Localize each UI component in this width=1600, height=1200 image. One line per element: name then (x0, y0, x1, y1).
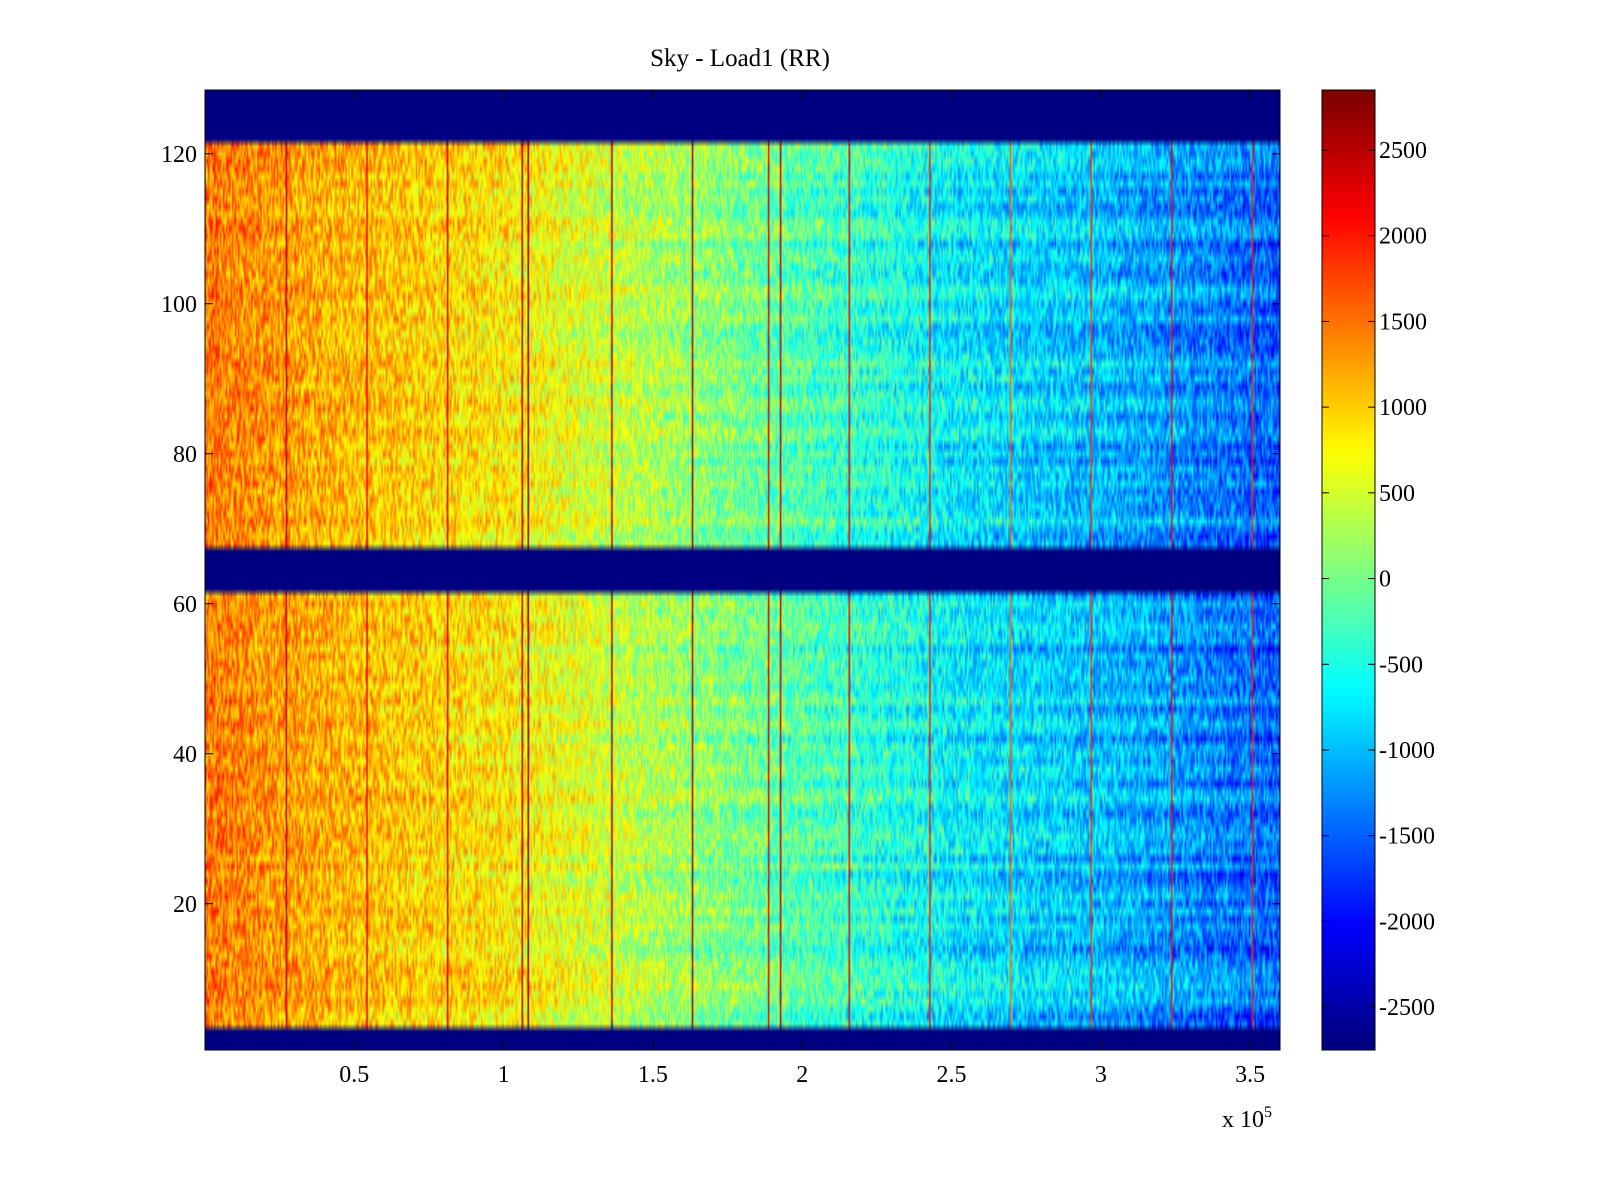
colorbar-tick-label: -500 (1379, 652, 1423, 678)
y-tick-label: 120 (161, 142, 197, 168)
colorbar-tick-label: -2500 (1379, 995, 1435, 1021)
y-tick-label: 40 (173, 742, 197, 768)
x-tick-label: 0.5 (339, 1062, 369, 1088)
colorbar-tick-label: 1500 (1379, 309, 1427, 335)
x-axis-multiplier-base: x 10 (1222, 1107, 1264, 1133)
x-tick-label: 2 (796, 1062, 808, 1088)
x-tick-label: 3 (1095, 1062, 1107, 1088)
x-axis: 0.5 1 1.5 2 2.5 3 3.5 (339, 90, 1265, 1088)
colorbar-tick-label: -1000 (1379, 738, 1435, 764)
colorbar-ticks: 2500 2000 1500 1000 500 0 -500 -1000 -1500 -2000 -… (1322, 138, 1435, 1021)
colorbar-tick-label: 500 (1379, 481, 1415, 507)
x-tick-label: 1.5 (638, 1062, 668, 1088)
colorbar-tick-label: 2500 (1379, 138, 1427, 164)
plot-frame (204, 89, 1281, 1051)
y-axis: 20 40 60 80 100 120 (161, 142, 1280, 918)
x-tick-label: 3.5 (1235, 1062, 1265, 1088)
x-tick-label: 1 (498, 1062, 510, 1088)
colorbar-frame (1321, 89, 1376, 1051)
y-tick-label: 80 (173, 442, 197, 468)
colorbar-gradient (1322, 90, 1375, 1050)
colorbar-tick-label: -2000 (1379, 909, 1435, 935)
colorbar: 2500 2000 1500 1000 500 0 -500 -1000 -1500 -2000 -… (1321, 89, 1435, 1051)
x-axis-multiplier: x 105 (1222, 1104, 1272, 1133)
heatmap-plot-area (204, 89, 1281, 1051)
colorbar-tick-label: 1000 (1379, 395, 1427, 421)
y-tick-label: 60 (173, 592, 197, 618)
heatmap-image (205, 90, 1280, 1050)
chart-title: Sky - Load1 (RR) (650, 45, 830, 72)
colorbar-tick-label: 2000 (1379, 224, 1427, 250)
y-tick-label: 20 (173, 892, 197, 918)
y-tick-label: 100 (161, 292, 197, 318)
x-tick-label: 2.5 (937, 1062, 967, 1088)
x-axis-multiplier-exponent: 5 (1264, 1104, 1272, 1121)
colorbar-tick-label: 0 (1379, 567, 1391, 593)
colorbar-tick-label: -1500 (1379, 824, 1435, 850)
